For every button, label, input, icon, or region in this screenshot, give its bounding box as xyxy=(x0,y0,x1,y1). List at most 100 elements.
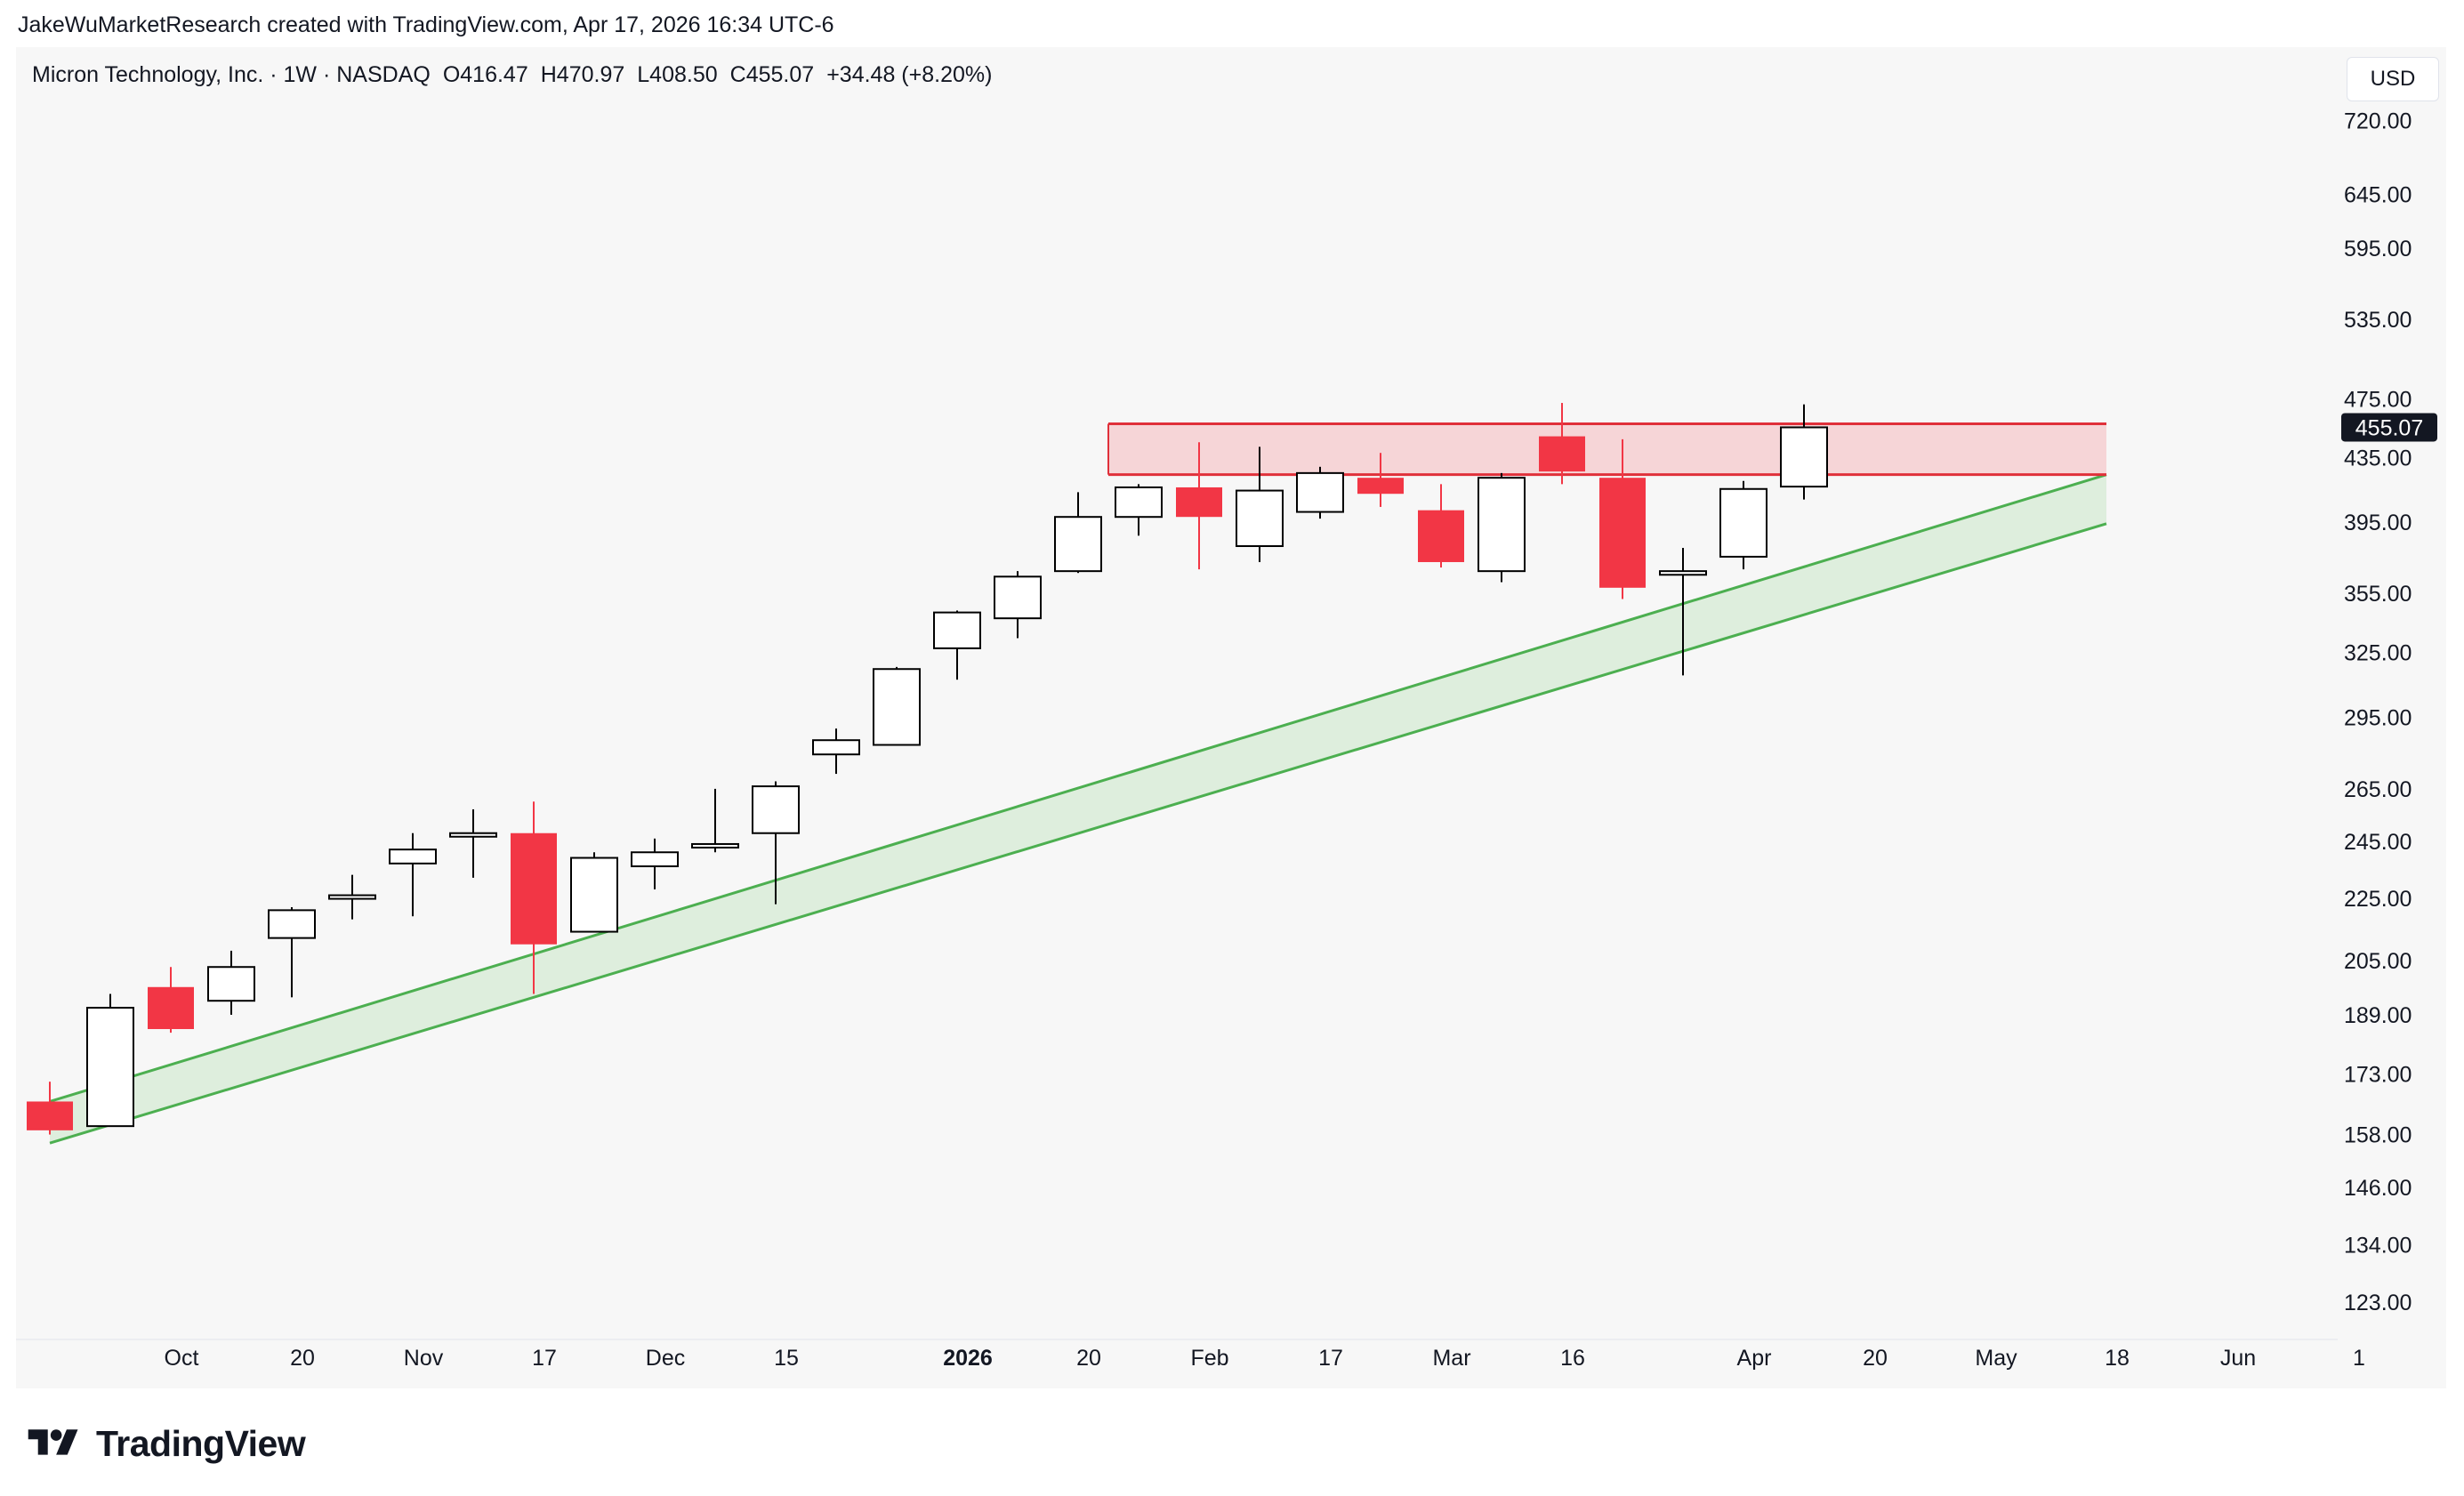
time-axis-label: 17 xyxy=(1318,1346,1343,1371)
candle-body-up xyxy=(691,842,739,849)
candle-body-down xyxy=(1418,510,1464,562)
candle-body-down xyxy=(1176,487,1222,518)
candle-body-up xyxy=(268,909,316,939)
chart-panel[interactable] xyxy=(16,47,2446,1388)
price-axis-label: 435.00 xyxy=(2344,446,2412,471)
candle-body-up xyxy=(86,1007,134,1128)
candle-body-up xyxy=(570,857,618,933)
candle xyxy=(1176,442,1222,570)
legend-low: L408.50 xyxy=(637,62,718,87)
price-axis-label: 158.00 xyxy=(2344,1123,2412,1148)
price-axis-label: 395.00 xyxy=(2344,511,2412,535)
time-axis-label: 20 xyxy=(290,1346,315,1371)
price-axis-label: 134.00 xyxy=(2344,1233,2412,1258)
price-axis-label: 189.00 xyxy=(2344,1003,2412,1028)
currency-button[interactable]: USD xyxy=(2347,57,2439,101)
candle xyxy=(691,788,739,853)
legend-close: C455.07 xyxy=(729,62,815,87)
candle-body-up xyxy=(1659,570,1707,576)
candle-body-up xyxy=(1236,489,1284,548)
candle-body-up xyxy=(1296,471,1344,513)
candle xyxy=(207,950,255,1015)
candle xyxy=(1296,466,1344,519)
candle-body-up xyxy=(1780,426,1828,488)
price-axis-label: 645.00 xyxy=(2344,182,2412,207)
price-axis-label: 265.00 xyxy=(2344,777,2412,802)
candle-body-up xyxy=(994,575,1042,620)
candle xyxy=(1539,403,1585,485)
candle xyxy=(812,728,860,775)
candle xyxy=(268,906,316,998)
candle xyxy=(1719,480,1767,570)
symbol-legend: Micron Technology, Inc. · 1W · NASDAQ O41… xyxy=(32,62,1004,88)
drawings-layer xyxy=(49,422,2107,1145)
candle xyxy=(1599,438,1646,599)
candle-body-down xyxy=(27,1101,73,1130)
candle xyxy=(1357,453,1404,507)
legend-symbol: Micron Technology, Inc. · 1W · NASDAQ xyxy=(32,62,431,87)
candle xyxy=(1418,484,1464,568)
legend-change: +34.48 (+8.20%) xyxy=(826,62,993,87)
candle-body-down xyxy=(511,832,557,945)
time-axis-label: 15 xyxy=(774,1346,799,1371)
candle xyxy=(511,801,557,994)
price-axis-label: 355.00 xyxy=(2344,582,2412,607)
candle xyxy=(933,610,981,680)
chart-attribution: JakeWuMarketResearch created with Tradin… xyxy=(18,12,834,37)
candle-body-up xyxy=(328,894,376,900)
time-axis-label: May xyxy=(1975,1346,2017,1371)
price-axis-label: 295.00 xyxy=(2344,705,2412,730)
candle xyxy=(1236,446,1284,562)
candle xyxy=(449,808,497,878)
time-axis-label: 17 xyxy=(532,1346,557,1371)
candle xyxy=(1780,404,1828,500)
candle xyxy=(1478,472,1526,583)
time-axis-label: Oct xyxy=(165,1346,199,1371)
time-axis-label: 20 xyxy=(1076,1346,1101,1371)
channel-fill xyxy=(50,474,2106,1144)
time-axis-label: 18 xyxy=(2105,1346,2130,1371)
time-axis-label: Mar xyxy=(1432,1346,1470,1371)
candle xyxy=(1659,547,1707,676)
resistance-zone-fill xyxy=(1108,423,2106,475)
candle-body-up xyxy=(933,611,981,649)
channel-lower-line xyxy=(49,522,2107,1145)
candle-body-up xyxy=(873,668,921,746)
time-axis-label: Feb xyxy=(1190,1346,1228,1371)
candle xyxy=(1115,484,1163,536)
candle-body-up xyxy=(449,832,497,838)
candle xyxy=(994,571,1042,639)
candle xyxy=(148,967,194,1034)
candle-body-up xyxy=(1054,516,1102,573)
candle-body-down xyxy=(148,986,194,1030)
candle-body-up xyxy=(389,849,437,865)
price-axis-label: 475.00 xyxy=(2344,387,2412,412)
candle xyxy=(1054,492,1102,574)
candle-body-down xyxy=(1599,478,1646,588)
candle xyxy=(389,832,437,917)
time-axis-label: 2026 xyxy=(943,1346,993,1371)
price-axis-label: 535.00 xyxy=(2344,308,2412,333)
last-price-badge xyxy=(2341,413,2437,442)
price-axis-label: 245.00 xyxy=(2344,830,2412,855)
brand-name: TradingView xyxy=(96,1422,306,1464)
time-axis-label: 1 xyxy=(2353,1346,2365,1371)
candle-body-down xyxy=(1539,436,1585,472)
time-axis-label: Jun xyxy=(2220,1346,2256,1371)
time-axis: Oct 20 Nov 17 Dec 15 2026 20 Feb 17 Mar 16 Apr 20 May 1… xyxy=(16,1339,2365,1371)
price-axis: 720.00 645.00 595.00 535.00 475.00 435.00 395.… xyxy=(2341,109,2437,1315)
candle-body-up xyxy=(1719,487,1767,558)
candle-body-up xyxy=(752,785,800,834)
candle xyxy=(328,874,376,920)
time-axis-label: 16 xyxy=(1560,1346,1585,1371)
tradingview-logo-icon xyxy=(28,1429,78,1455)
tradingview-brand[interactable]: TradingView xyxy=(20,1421,306,1466)
candle xyxy=(873,666,921,746)
time-axis-label: Apr xyxy=(1737,1346,1772,1371)
time-axis-label: Dec xyxy=(646,1346,685,1371)
price-axis-label: 146.00 xyxy=(2344,1176,2412,1201)
price-axis-label: 225.00 xyxy=(2344,887,2412,912)
candle-body-down xyxy=(1357,478,1404,495)
price-axis-label: 325.00 xyxy=(2344,640,2412,665)
